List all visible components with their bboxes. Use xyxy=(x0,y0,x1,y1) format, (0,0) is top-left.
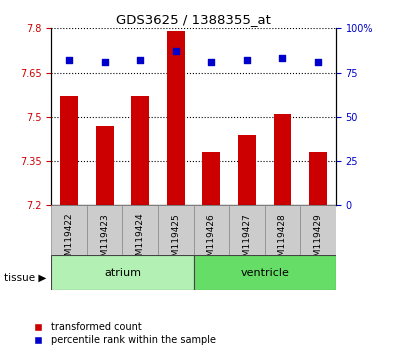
Bar xyxy=(131,96,149,205)
Text: GSM119428: GSM119428 xyxy=(278,213,287,268)
Point xyxy=(279,56,286,61)
Text: ventricle: ventricle xyxy=(240,268,289,278)
Point xyxy=(173,48,179,54)
Bar xyxy=(202,152,220,205)
Title: GDS3625 / 1388355_at: GDS3625 / 1388355_at xyxy=(116,13,271,26)
FancyBboxPatch shape xyxy=(229,205,265,255)
Text: tissue ▶: tissue ▶ xyxy=(4,273,46,283)
Bar xyxy=(96,126,114,205)
Text: GSM119425: GSM119425 xyxy=(171,213,180,268)
FancyBboxPatch shape xyxy=(265,205,300,255)
Bar xyxy=(167,31,184,205)
Text: atrium: atrium xyxy=(104,268,141,278)
Legend: transformed count, percentile rank within the sample: transformed count, percentile rank withi… xyxy=(24,319,220,349)
Text: GSM119424: GSM119424 xyxy=(136,213,145,267)
FancyBboxPatch shape xyxy=(158,205,194,255)
Point xyxy=(244,57,250,63)
Text: GSM119423: GSM119423 xyxy=(100,213,109,268)
FancyBboxPatch shape xyxy=(51,205,87,255)
Point xyxy=(208,59,214,65)
Bar xyxy=(60,96,78,205)
Point xyxy=(102,59,108,65)
Text: GSM119427: GSM119427 xyxy=(243,213,251,268)
FancyBboxPatch shape xyxy=(194,255,336,290)
Text: GSM119422: GSM119422 xyxy=(65,213,73,267)
Point xyxy=(137,57,143,63)
FancyBboxPatch shape xyxy=(194,205,229,255)
Point xyxy=(315,59,321,65)
Bar xyxy=(309,152,327,205)
FancyBboxPatch shape xyxy=(122,205,158,255)
FancyBboxPatch shape xyxy=(87,205,122,255)
Text: GSM119426: GSM119426 xyxy=(207,213,216,268)
Point xyxy=(66,57,72,63)
Bar xyxy=(274,114,292,205)
FancyBboxPatch shape xyxy=(300,205,336,255)
Bar xyxy=(238,135,256,205)
FancyBboxPatch shape xyxy=(51,255,194,290)
Text: GSM119429: GSM119429 xyxy=(314,213,322,268)
